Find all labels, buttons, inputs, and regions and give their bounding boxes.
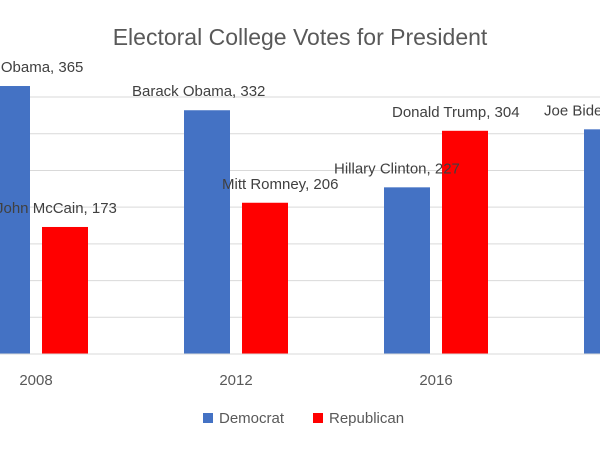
data-labels: Barack Obama, 365 John McCain, 173 Barack … — [0, 59, 600, 217]
data-label: Donald Trump, 304 — [392, 104, 520, 121]
x-axis: 2008201220162020 — [0, 353, 600, 389]
data-label: Barack Obama, 365 — [0, 59, 83, 76]
data-label: Barack Obama, 332 — [132, 83, 265, 100]
bar-democrat-2012 — [184, 110, 230, 355]
bar-republican-2016 — [442, 130, 488, 354]
legend-label-republican: Republican — [329, 410, 404, 427]
legend-swatch-democrat — [203, 413, 213, 423]
bar-democrat-2016 — [384, 187, 430, 354]
chart-title: Electoral College Votes for President — [113, 24, 488, 50]
gridlines — [0, 96, 600, 318]
bar-republican-2008 — [42, 226, 88, 354]
legend: Democrat Republican — [203, 410, 404, 427]
data-label: Mitt Romney, 206 — [222, 176, 338, 193]
x-tick-label: 2012 — [219, 372, 252, 389]
x-tick-label: 2008 — [19, 372, 52, 389]
bar-democrat-2020 — [584, 129, 600, 354]
x-tick-label: 2016 — [419, 372, 452, 389]
data-label: John McCain, 173 — [0, 200, 117, 217]
data-label: Joe Biden, 306 — [544, 102, 600, 119]
legend-label-democrat: Democrat — [219, 410, 285, 427]
data-label: Hillary Clinton, 227 — [334, 160, 460, 177]
legend-swatch-republican — [313, 413, 323, 423]
bar-democrat-2008 — [0, 86, 30, 355]
bar-republican-2012 — [242, 202, 288, 354]
bars — [0, 86, 600, 355]
